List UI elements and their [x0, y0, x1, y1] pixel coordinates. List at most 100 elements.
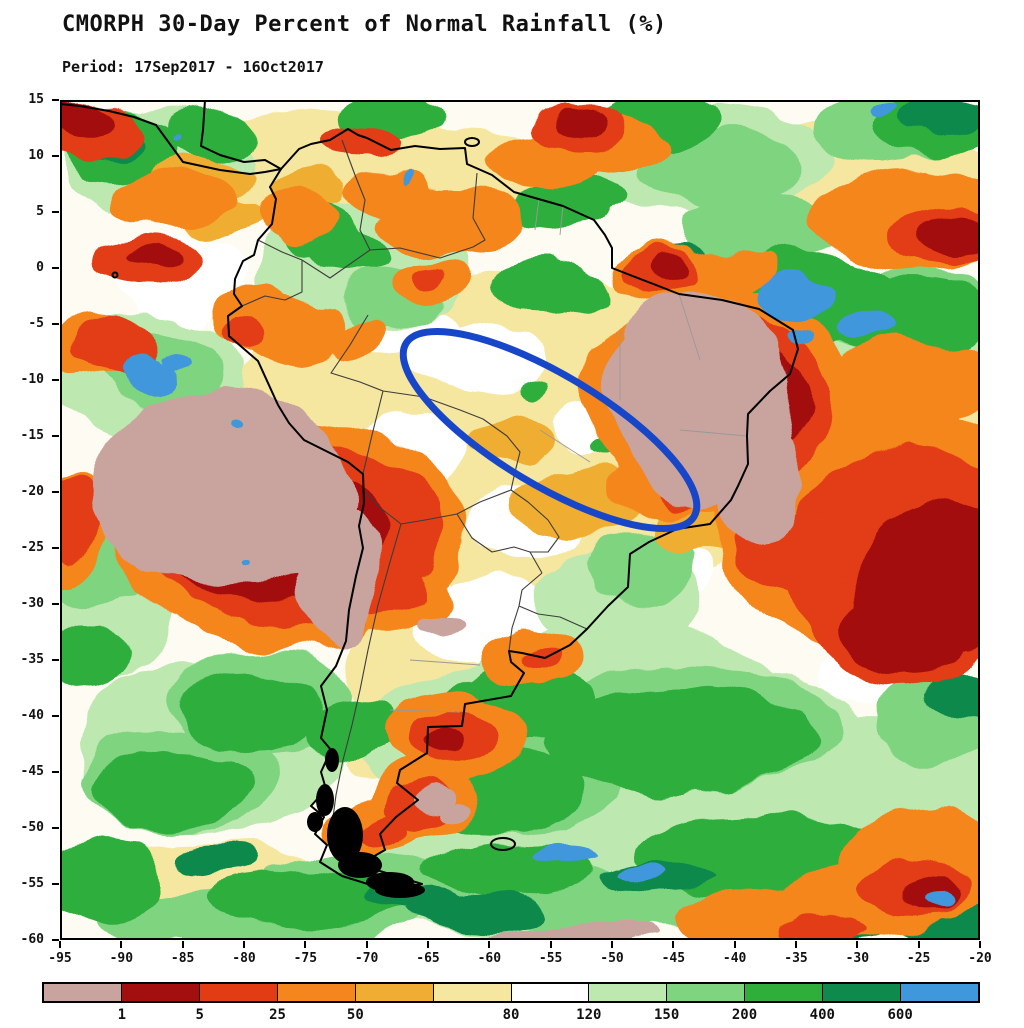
- x-tick-mark: [672, 941, 675, 948]
- x-tick-mark: [365, 941, 368, 948]
- x-tick-label: -45: [661, 951, 686, 966]
- galapagos-island: [111, 271, 119, 279]
- y-tick-mark: [52, 379, 59, 381]
- x-axis-longitude: -95 -90 -85 -80 -75 -70 -65 -60 -55 -50 -45 -40 -35 -…: [48, 941, 992, 981]
- x-tick-mark: [917, 941, 920, 948]
- y-tick-mark: [52, 323, 59, 325]
- x-tick-mark: [243, 941, 245, 948]
- x-tick-label: -85: [170, 951, 195, 966]
- y-tick-label: -40: [20, 708, 44, 723]
- y-tick-label: -30: [20, 596, 44, 611]
- legend: 1 5 25 50 80 120 150 200 400 600: [42, 982, 980, 1028]
- y-tick-mark: [52, 435, 59, 437]
- y-tick-label: -35: [20, 652, 44, 667]
- legend-threshold-label: 80: [502, 1007, 520, 1023]
- y-tick-label: -25: [20, 540, 44, 555]
- layer-blue-much-above-normal: [118, 100, 965, 909]
- legend-threshold-label: 50: [346, 1007, 364, 1023]
- falkland-islands: [490, 837, 516, 851]
- y-tick-mark: [52, 883, 59, 885]
- x-tick-mark: [979, 941, 981, 948]
- fjord-coastline: [307, 748, 425, 898]
- x-tick-label: -95: [48, 951, 72, 966]
- central-america-coast: [60, 103, 282, 175]
- legend-color-box: [120, 984, 199, 1001]
- y-tick-mark: [52, 491, 59, 493]
- x-tick-mark: [733, 941, 736, 948]
- legend-color-box: [666, 984, 745, 1001]
- x-tick-mark: [611, 941, 613, 948]
- legend-color-box: [588, 984, 667, 1001]
- legend-color-box: [354, 984, 433, 1001]
- x-tick-mark: [488, 941, 491, 948]
- y-tick-mark: [52, 715, 59, 717]
- x-tick-label: -50: [600, 951, 624, 966]
- x-tick-mark: [59, 941, 61, 948]
- trinidad-island: [464, 137, 480, 147]
- state-borders: [389, 198, 748, 713]
- y-tick-label: -20: [20, 484, 44, 499]
- page-title: CMORPH 30-Day Percent of Normal Rainfall…: [62, 12, 667, 37]
- coastline: [60, 100, 799, 891]
- legend-color-box: [510, 984, 589, 1001]
- legend-color-box: [432, 984, 511, 1001]
- legend-threshold-label: 1: [117, 1007, 127, 1023]
- legend-threshold-label: 400: [809, 1007, 835, 1023]
- legend-threshold-label: 120: [576, 1007, 602, 1023]
- y-tick-label: 15: [28, 92, 44, 107]
- period-subtitle: Period: 17Sep2017 - 16Oct2017: [62, 58, 324, 76]
- country-borders: [241, 139, 588, 848]
- legend-threshold-label: 600: [887, 1007, 913, 1023]
- x-tick-label: -80: [232, 951, 256, 966]
- legend-color-box: [198, 984, 277, 1001]
- y-tick-label: -45: [20, 764, 44, 779]
- legend-threshold-label: 150: [654, 1007, 680, 1023]
- legend-color-box: [744, 984, 823, 1001]
- legend-color-box: [900, 984, 979, 1001]
- legend-color-box: [276, 984, 355, 1001]
- rainfall-field: [60, 100, 980, 940]
- y-tick-mark: [52, 547, 59, 549]
- x-tick-label: -40: [722, 951, 747, 966]
- legend-threshold-label: 25: [269, 1007, 286, 1023]
- y-axis-latitude: 15 10 5 0 -5 -10 -15 -20 -25 -30 -35 -40 -45 -50 -55 -6…: [0, 92, 60, 947]
- y-tick-label: -50: [20, 820, 44, 835]
- y-tick-mark: [52, 155, 59, 157]
- y-tick-label: 10: [28, 148, 44, 163]
- legend-threshold-label: 200: [731, 1007, 758, 1023]
- y-tick-label: -10: [20, 372, 44, 387]
- y-tick-mark: [52, 603, 59, 605]
- y-tick-label: -55: [20, 876, 44, 891]
- y-tick-label: 0: [36, 260, 44, 275]
- x-tick-mark: [549, 941, 552, 948]
- caribbean-coast-central-america: [200, 100, 282, 170]
- annotation-ellipse: [399, 327, 701, 533]
- x-tick-mark: [427, 941, 429, 948]
- x-tick-label: -65: [416, 951, 440, 966]
- y-tick-mark: [52, 939, 59, 941]
- x-tick-mark: [120, 941, 123, 948]
- x-tick-label: -35: [784, 951, 808, 966]
- x-tick-label: -30: [845, 951, 870, 966]
- legend-threshold-label: 5: [195, 1007, 204, 1023]
- legend-bar: [42, 982, 980, 1003]
- x-tick-label: -20: [968, 951, 992, 966]
- y-tick-mark: [52, 827, 59, 829]
- x-tick-mark: [856, 941, 859, 948]
- x-tick-label: -75: [293, 951, 318, 966]
- y-tick-label: -5: [28, 316, 44, 331]
- map-frame-border: [60, 100, 980, 940]
- y-tick-label: -60: [20, 932, 44, 947]
- x-tick-mark: [795, 941, 797, 948]
- y-tick-mark: [52, 99, 59, 101]
- x-tick-label: -55: [538, 951, 563, 966]
- y-tick-mark: [52, 771, 59, 773]
- y-tick-label: 5: [36, 204, 44, 219]
- layer-tan-below-normal: [92, 288, 802, 940]
- x-tick-label: -70: [354, 951, 379, 966]
- y-tick-mark: [52, 211, 59, 213]
- x-tick-label: -90: [109, 951, 134, 966]
- legend-color-box: [822, 984, 901, 1001]
- y-tick-mark: [52, 659, 59, 661]
- map-area: [60, 100, 980, 940]
